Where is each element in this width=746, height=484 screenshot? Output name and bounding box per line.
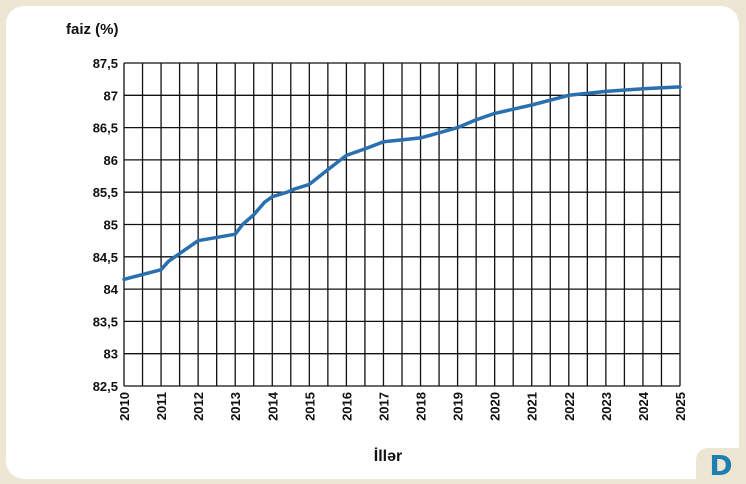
- x-tick-label: 2022: [562, 392, 577, 421]
- grid: [123, 62, 681, 387]
- series-line: [122, 85, 682, 282]
- x-tick-label: 2024: [636, 391, 651, 421]
- x-tick-label: 2010: [117, 392, 132, 421]
- x-tick-label: 2013: [228, 392, 243, 421]
- x-tick-label: 2020: [488, 392, 503, 421]
- y-tick-label: 85,5: [93, 185, 118, 200]
- y-tick-label: 87: [104, 88, 118, 103]
- y-tick-label: 83: [104, 347, 118, 362]
- x-tick-label: 2017: [376, 392, 391, 421]
- y-tick-label: 87,5: [93, 56, 118, 71]
- line-chart: faiz (%) 87,58786,58685,58584,58483,5838…: [66, 21, 688, 465]
- y-axis-label: faiz (%): [66, 21, 119, 38]
- y-tick-label: 83,5: [93, 314, 118, 329]
- x-tick-label: 2012: [191, 392, 206, 421]
- x-tick-label: 2019: [451, 392, 466, 421]
- x-tick-label: 2011: [154, 392, 169, 420]
- x-tick-label: 2014: [265, 391, 280, 421]
- x-tick-label: 2016: [339, 392, 354, 421]
- y-tick-label: 82,5: [93, 379, 118, 394]
- y-tick-label: 84: [104, 282, 119, 297]
- section-badge: D: [696, 448, 746, 482]
- y-tick-labels: 87,5 87 86,5 86 85,5 85 84,5 84 83,5 83 82,5: [93, 56, 119, 394]
- x-tick-label: 2023: [599, 392, 614, 421]
- y-tick-label: 84,5: [93, 250, 118, 265]
- x-tick-label: 2018: [414, 392, 429, 421]
- series: [122, 85, 682, 282]
- chart-panel: faiz (%) 87,5 87 86,5 86 85,5 85 84,5 84 83,5 83 8…: [6, 6, 739, 479]
- x-tick-label: 2025: [673, 392, 688, 421]
- y-tick-label: 86: [104, 153, 118, 168]
- y-tick-label: 86,5: [93, 121, 118, 136]
- badge-letter: D: [709, 449, 733, 482]
- x-tick-label: 2021: [525, 392, 540, 421]
- y-tick-label: 85: [104, 218, 118, 233]
- x-tick-label: 2015: [302, 392, 317, 421]
- x-tick-labels: 2010 2011 2012 2013 2014 2015 2016 2017 2018 2019…: [117, 391, 688, 421]
- x-axis-label: İllər: [374, 447, 402, 465]
